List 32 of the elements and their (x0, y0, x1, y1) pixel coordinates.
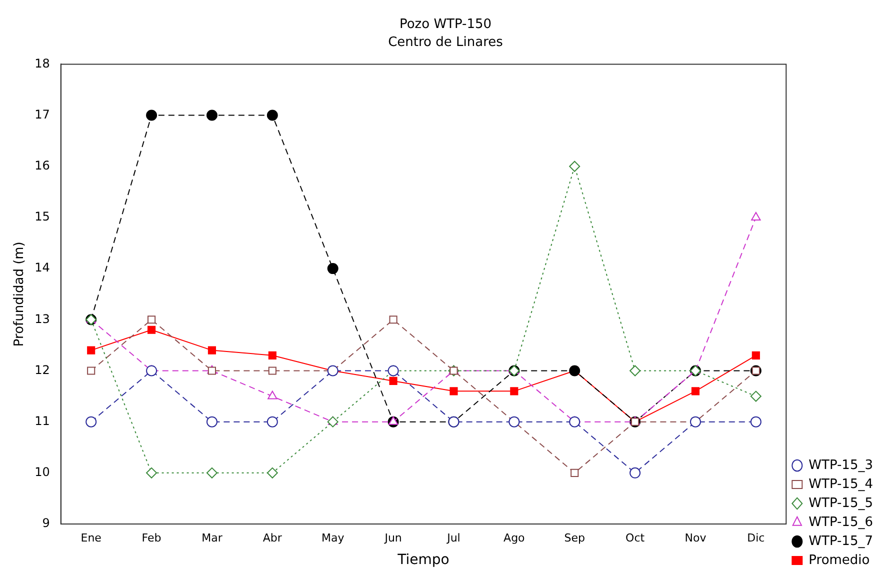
y-tick-label: 9 (42, 516, 50, 530)
y-tick-label: 13 (34, 312, 50, 326)
x-tick-label: Abr (262, 531, 282, 544)
x-axis-title: Tiempo (396, 552, 450, 568)
x-tick-label: Ene (80, 531, 102, 544)
x-tick-label: Nov (684, 531, 707, 544)
legend-label: WTP-15_5 (808, 496, 874, 511)
chart-title: Pozo WTP-150 (399, 17, 492, 32)
legend-label: WTP-15_3 (808, 458, 874, 473)
y-tick-label: 18 (34, 56, 50, 70)
y-tick-label: 11 (34, 414, 50, 428)
x-tick-label: May (321, 531, 345, 544)
x-tick-label: Dic (747, 531, 765, 544)
x-tick-label: Mar (202, 531, 223, 544)
legend-label: Promedio (808, 552, 870, 568)
y-tick-label: 12 (34, 362, 50, 377)
x-tick-label: Ago (504, 531, 526, 544)
x-tick-label: Sep (564, 531, 585, 544)
y-tick-label: 16 (34, 158, 50, 173)
y-tick-label: 10 (34, 465, 50, 480)
legend-label: WTP-15_6 (808, 514, 874, 530)
y-tick-label: 15 (34, 210, 50, 224)
y-tick-label: 17 (34, 107, 50, 122)
y-tick-label: 14 (34, 260, 50, 275)
x-tick-label: Jun (384, 531, 402, 544)
y-axis-title: Profundidad (m) (12, 242, 28, 347)
legend-label: WTP-15_7 (808, 534, 874, 549)
legend-label: WTP-15_4 (808, 476, 874, 492)
x-tick-label: Feb (142, 531, 162, 544)
chart-subtitle: Centro de Linares (388, 34, 504, 50)
x-tick-label: Oct (626, 531, 646, 544)
x-tick-label: Jul (446, 531, 460, 544)
